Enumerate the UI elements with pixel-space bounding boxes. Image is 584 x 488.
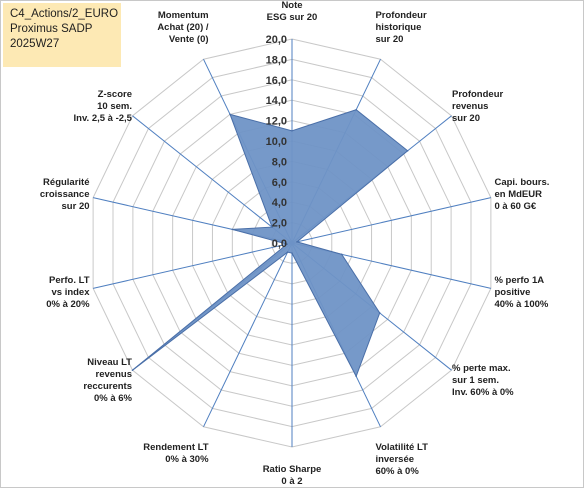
axis-label-line: Rendement LT (143, 442, 208, 453)
axis-label-line: Note (281, 0, 302, 11)
tick-label: 0,0 (272, 238, 287, 250)
axis-label-line: positive (494, 287, 530, 298)
axis-label-line: Volatilité LT (375, 442, 428, 453)
axis-label: Niveau LT revenus reccurents 0% à 6% (83, 357, 132, 404)
info-line-2: Proximus SADP (10, 23, 93, 35)
tick-label: 4,0 (272, 197, 287, 209)
axis-label-line: 0% à 6% (94, 393, 133, 404)
axis-label-line: Vente (0) (169, 34, 209, 45)
axis-label: Ratio Sharpe 0 à 2 (263, 464, 322, 487)
axis-label: Volatilité LT inversée 60% à 0% (375, 442, 428, 477)
data-point (271, 226, 273, 228)
axis-label-line: Ratio Sharpe (263, 464, 322, 475)
tick-label: 10,0 (266, 136, 287, 148)
series-area (132, 109, 409, 378)
axis-label-line: 60% à 0% (375, 466, 419, 477)
data-point (291, 252, 293, 254)
axis-label-line: % perte max. (452, 363, 511, 374)
axis-label: % perte max. sur 1 sem. Inv. 60% à 0% (452, 363, 514, 398)
axis-label: Profondeur historique sur 20 (375, 10, 426, 45)
axis-label: Capi. bours. en MdEUR 0 à 60 G€ (494, 177, 549, 212)
axis-label-line: sur 1 sem. (452, 375, 499, 386)
axis-label-line: ESG sur 20 (267, 12, 318, 23)
axis-label-line: 10 sem. (97, 101, 132, 112)
data-point (229, 113, 231, 116)
axis-label: Z-score 10 sem. Inv. 2,5 à -2,5 (74, 89, 133, 124)
tick-label: 16,0 (266, 75, 287, 87)
axis-label-line: reccurents (83, 381, 132, 392)
data-point (291, 130, 293, 132)
data-point (296, 241, 298, 243)
axis-label-line: Momentum (158, 10, 209, 21)
axis-label: % perfo 1A positive 40% à 100% (494, 275, 548, 310)
axis-label-line: Profondeur (452, 89, 503, 100)
axis-label-line: sur 20 (375, 34, 403, 45)
data-point (231, 228, 234, 231)
axis-label-line: Niveau LT (87, 357, 132, 368)
tick-label: 12,0 (266, 116, 287, 128)
data-point (286, 251, 289, 253)
tick-label: 6,0 (272, 177, 287, 189)
axis-label-line: revenus (96, 369, 132, 380)
axis-label: Régularité croissance sur 20 (40, 177, 90, 212)
axis-label-line: 0 à 2 (281, 476, 302, 487)
axis-spoke (291, 197, 491, 244)
axis-label-line: 0% à 20% (46, 299, 90, 310)
axis-label-line: Achat (20) / (157, 22, 209, 33)
axis-label-line: Perfo. LT (49, 275, 90, 286)
axis-label-line: 40% à 100% (494, 299, 548, 310)
data-point (378, 312, 381, 314)
axis-spoke (132, 115, 293, 244)
axis-label-line: 0% à 30% (165, 454, 209, 465)
info-box: C4_Actions/2_EURO Proximus SADP 2025W27 (3, 3, 121, 67)
axis-label-line: Inv. 2,5 à -2,5 (74, 113, 133, 124)
axis-label-line: inversée (375, 454, 414, 465)
axis-label-line: 0 à 60 G€ (494, 201, 536, 212)
axis-label: Rendement LT 0% à 30% (143, 442, 209, 465)
axis-spoke (93, 242, 293, 289)
axis-label-line: vs index (51, 287, 90, 298)
info-line-1: C4_Actions/2_EURO (10, 8, 119, 20)
data-point (131, 369, 134, 371)
axis-label-line: Inv. 60% à 0% (452, 387, 514, 398)
data-point (340, 253, 343, 256)
axis-label-line: Régularité (43, 177, 89, 188)
tick-label: 2,0 (272, 218, 287, 230)
data-point (355, 375, 357, 378)
info-line-3: 2025W27 (10, 38, 60, 50)
axis-label-line: revenus (452, 101, 488, 112)
axis-label-line: % perfo 1A (494, 275, 544, 286)
data-point (355, 108, 357, 111)
tick-label: 18,0 (266, 54, 287, 66)
axis-label-line: Capi. bours. (494, 177, 549, 188)
axis-label-line: croissance (40, 189, 90, 200)
axis-label-line: en MdEUR (494, 189, 542, 200)
axis-label-line: historique (375, 22, 421, 33)
axis-label: Note ESG sur 20 (267, 0, 318, 23)
axis-label-line: Z-score (98, 89, 132, 100)
tick-label: 14,0 (266, 95, 287, 107)
axis-label: Perfo. LT vs index 0% à 20% (46, 275, 90, 310)
axis-label: Profondeur revenus sur 20 (452, 89, 503, 124)
axis-label-line: sur 20 (62, 201, 90, 212)
tick-label: 20,0 (266, 34, 287, 46)
axis-label-line: sur 20 (452, 113, 480, 124)
axis-spoke (203, 242, 293, 428)
axis-label-line: Profondeur (375, 10, 426, 21)
tick-label: 8,0 (272, 156, 287, 168)
axis-label: Momentum Achat (20) / Vente (0) (157, 10, 209, 45)
data-point (286, 243, 288, 245)
data-point (406, 149, 409, 152)
